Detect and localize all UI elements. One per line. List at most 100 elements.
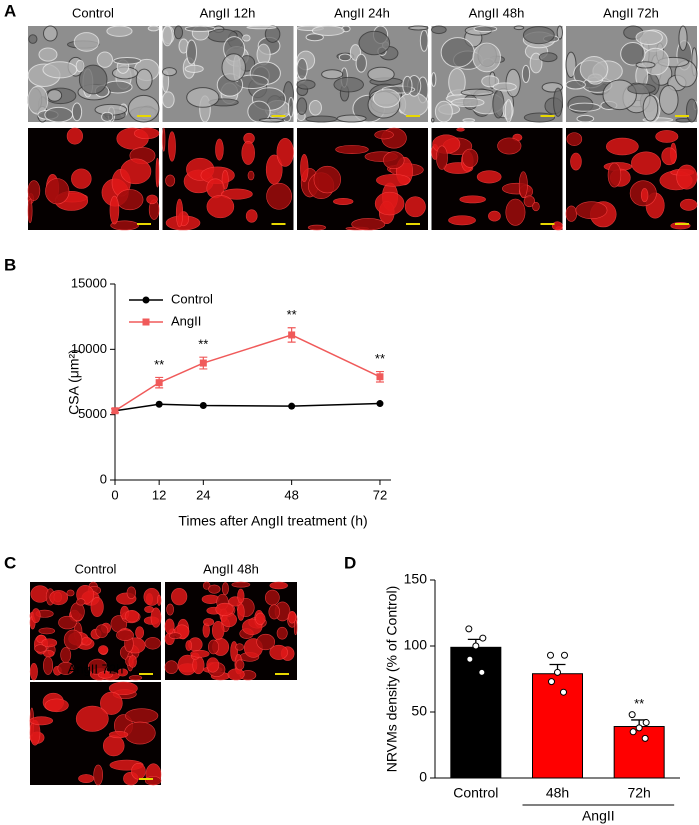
cell xyxy=(305,115,338,123)
cell xyxy=(135,626,145,639)
cell xyxy=(246,25,277,30)
cell xyxy=(408,25,429,31)
image-label: AngII 72h xyxy=(68,661,124,676)
cell xyxy=(144,637,161,650)
cell xyxy=(518,171,528,199)
cell xyxy=(431,117,435,123)
cell xyxy=(450,97,485,108)
cell xyxy=(631,151,662,175)
cell xyxy=(96,51,114,68)
cell xyxy=(164,660,179,674)
cell xyxy=(116,189,144,211)
cell xyxy=(276,626,288,640)
series-line xyxy=(114,334,381,412)
cell xyxy=(162,127,166,152)
cell xyxy=(43,650,55,658)
cell xyxy=(102,735,125,757)
cell xyxy=(351,218,386,231)
cell xyxy=(296,97,308,116)
cell xyxy=(402,75,413,95)
data-point xyxy=(478,668,486,676)
cell xyxy=(171,588,188,606)
cell xyxy=(156,594,162,606)
marker xyxy=(199,402,207,410)
cell xyxy=(553,87,563,117)
image-label: AngII 48h xyxy=(203,561,259,576)
cell xyxy=(162,25,173,47)
cell xyxy=(658,84,679,115)
cell xyxy=(523,112,556,123)
cell xyxy=(258,117,285,123)
cell xyxy=(78,64,108,95)
data-point xyxy=(628,711,636,719)
y-tick-label: 10000 xyxy=(71,341,107,356)
image-label: AngII 72h xyxy=(603,5,659,20)
cell xyxy=(76,598,86,606)
cell xyxy=(640,188,649,203)
image-label: AngII 24h xyxy=(334,5,390,20)
cell xyxy=(184,25,216,32)
series-line xyxy=(114,402,380,412)
cell xyxy=(635,30,663,45)
image-label: Control xyxy=(72,5,114,20)
cell xyxy=(162,67,177,77)
cell xyxy=(678,25,688,51)
cell xyxy=(338,53,352,62)
cell xyxy=(300,154,309,183)
cell xyxy=(242,34,251,42)
cell xyxy=(436,145,448,170)
cell xyxy=(575,201,608,220)
y-axis-label: CSA (μm²) xyxy=(66,349,82,415)
cell xyxy=(522,26,555,45)
bar xyxy=(450,646,502,779)
cell xyxy=(606,137,639,156)
cell xyxy=(221,582,229,595)
cell xyxy=(372,88,401,108)
cell xyxy=(117,668,128,677)
bar xyxy=(613,726,665,779)
annotation: ** xyxy=(154,357,164,372)
data-point xyxy=(642,719,650,727)
cell xyxy=(165,174,176,187)
panel-label: A xyxy=(4,1,16,20)
cell xyxy=(125,708,159,724)
image-label: Control xyxy=(75,561,117,576)
x-tick-label: 24 xyxy=(196,487,210,502)
legend-label: AngII xyxy=(171,313,201,328)
marker xyxy=(155,379,163,387)
x-axis-label: Times after AngII treatment (h) xyxy=(178,513,367,529)
cell xyxy=(110,220,140,231)
cell xyxy=(206,657,220,673)
x-tick-label: 12 xyxy=(152,487,166,502)
cell xyxy=(169,632,182,640)
cell xyxy=(27,180,41,201)
cell xyxy=(202,581,211,590)
y-tick-label: 0 xyxy=(100,471,107,486)
cell xyxy=(488,210,501,222)
cell xyxy=(431,25,447,35)
cell xyxy=(231,581,251,588)
y-tick-label: 150 xyxy=(404,571,428,587)
data-point xyxy=(465,625,473,633)
cell xyxy=(128,675,143,681)
annotation: ** xyxy=(287,307,297,322)
cell xyxy=(627,83,656,95)
data-point xyxy=(629,728,637,736)
cell xyxy=(576,114,595,123)
legend-label: Control xyxy=(171,291,213,306)
cell xyxy=(676,164,698,190)
cell xyxy=(505,198,526,226)
cell xyxy=(29,662,38,681)
bar xyxy=(532,673,583,779)
cell xyxy=(492,82,517,92)
cell xyxy=(367,66,395,82)
marker xyxy=(155,400,163,408)
cell xyxy=(60,647,72,663)
x-tick-label: Control xyxy=(453,785,498,801)
cell xyxy=(128,655,137,668)
cell xyxy=(313,165,342,194)
cell xyxy=(376,173,411,187)
cell xyxy=(462,118,476,123)
cell xyxy=(607,162,622,188)
x-tick-label: 0 xyxy=(111,487,118,502)
